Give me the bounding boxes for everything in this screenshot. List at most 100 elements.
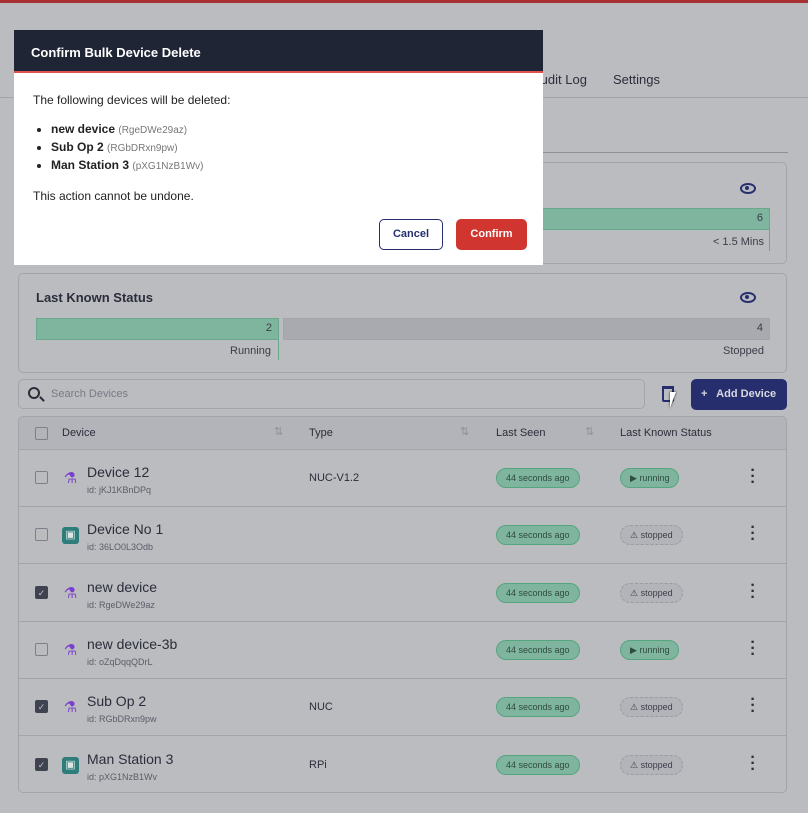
device-id: id: RgeDWe29az bbox=[87, 599, 155, 610]
kebab-menu-icon[interactable]: · · · bbox=[750, 633, 756, 663]
warning-icon: ⚠ bbox=[630, 530, 639, 541]
list-item: new device (RgeDWe29az) bbox=[51, 121, 524, 139]
row-checkbox[interactable] bbox=[35, 471, 48, 484]
warning-icon: ⚠ bbox=[630, 702, 639, 713]
row-checkbox[interactable] bbox=[35, 642, 48, 656]
divider bbox=[543, 152, 788, 153]
mouse-cursor-icon bbox=[670, 392, 676, 408]
sort-icon[interactable]: ⇅ bbox=[460, 426, 470, 438]
status-badge: ⚠ stopped bbox=[620, 582, 683, 603]
row-checkbox[interactable]: ✓ bbox=[35, 700, 48, 714]
stopped-bar: 4 bbox=[283, 318, 770, 340]
table-header: Device ⇅ Type ⇅ Last Seen ⇅ Last Known S… bbox=[19, 417, 786, 450]
flask-icon: ⚗ bbox=[63, 470, 78, 487]
last-seen-badge: 44 seconds ago bbox=[496, 525, 580, 546]
status-badge: ⚠ stopped bbox=[620, 697, 683, 718]
device-id: (RgeDWe29az) bbox=[118, 125, 188, 136]
warning-icon: ⚠ bbox=[630, 759, 639, 770]
device-id: (RGbDRxn9pw) bbox=[107, 143, 178, 154]
dialog-intro: The following devices will be deleted: bbox=[33, 93, 231, 107]
device-name[interactable]: Device No 1 bbox=[87, 521, 164, 538]
last-known-status-card: Last Known Status 2 Running 4 Stopped bbox=[18, 273, 787, 373]
device-name[interactable]: Sub Op 2 bbox=[87, 693, 147, 710]
table-row[interactable]: ✓ ⚗ Sub Op 2 id: RGbDRxn9pw NUC 44 secon… bbox=[19, 679, 786, 737]
status-text: stopped bbox=[640, 702, 673, 713]
kebab-menu-icon[interactable]: · · · bbox=[750, 462, 756, 491]
table-row[interactable]: ⚗ Device 12 id: jKJ1KBnDPq NUC-V1.2 44 s… bbox=[19, 450, 786, 507]
device-id: id: RGbDRxn9pw bbox=[87, 714, 157, 725]
search-placeholder: Search Devices bbox=[51, 388, 129, 400]
device-id: id: jKJ1KBnDPq bbox=[87, 485, 152, 495]
flask-icon: ⚗ bbox=[63, 641, 78, 659]
last-seen-badge: 44 seconds ago bbox=[496, 582, 580, 603]
row-checkbox[interactable] bbox=[35, 528, 48, 542]
kebab-menu-icon[interactable]: · · · bbox=[750, 576, 756, 606]
card-title: Last Known Status bbox=[36, 290, 154, 305]
status-badge: ⚠ stopped bbox=[620, 525, 683, 546]
status-badge: ▶ running bbox=[620, 639, 680, 660]
status-badge: ▶ running bbox=[620, 468, 680, 488]
flask-icon: ⚗ bbox=[63, 584, 78, 602]
dialog-warning: This action cannot be undone. bbox=[33, 189, 194, 203]
running-bar: 2 bbox=[36, 318, 279, 340]
dialog-title: Confirm Bulk Device Delete bbox=[14, 30, 543, 73]
device-id: id: 36LO0L3Odb bbox=[87, 542, 154, 553]
kebab-menu-icon[interactable]: · · · bbox=[750, 691, 756, 721]
warning-icon: ⚠ bbox=[630, 587, 639, 598]
cancel-button[interactable]: Cancel bbox=[379, 219, 443, 250]
status-text: running bbox=[639, 644, 670, 655]
last-seen-badge: 44 seconds ago bbox=[496, 468, 580, 488]
add-device-button[interactable]: + Add Device bbox=[691, 379, 787, 410]
device-name[interactable]: new device-3b bbox=[87, 635, 178, 652]
status-text: stopped bbox=[640, 587, 673, 598]
device-name: Sub Op 2 bbox=[51, 140, 104, 154]
tab-settings[interactable]: Settings bbox=[613, 72, 660, 87]
search-input[interactable]: Search Devices bbox=[18, 379, 645, 409]
kebab-menu-icon[interactable]: · · · bbox=[750, 519, 756, 549]
device-name: new device bbox=[51, 122, 116, 136]
table-row[interactable]: ✓ ▣ Man Station 3 id: pXG1NzB1Wv RPi 44 … bbox=[19, 737, 786, 793]
device-name[interactable]: new device bbox=[87, 578, 158, 595]
device-id: id: pXG1NzB1Wv bbox=[87, 771, 158, 782]
table-row[interactable]: ✓ ⚗ new device id: RgeDWe29az 44 seconds… bbox=[19, 565, 786, 622]
row-checkbox[interactable]: ✓ bbox=[35, 757, 48, 771]
status-badge: ⚠ stopped bbox=[620, 754, 683, 775]
bar-divider bbox=[769, 229, 770, 251]
select-all-checkbox[interactable] bbox=[35, 427, 48, 440]
top-bar bbox=[0, 0, 808, 3]
last-seen-label: < 1.5 Mins bbox=[712, 236, 764, 248]
chip-icon: ▣ bbox=[62, 527, 79, 545]
bar-divider bbox=[278, 340, 279, 360]
search-icon bbox=[28, 387, 40, 399]
status-text: stopped bbox=[640, 530, 673, 541]
devices-table: Device ⇅ Type ⇅ Last Seen ⇅ Last Known S… bbox=[18, 416, 787, 793]
list-item: Sub Op 2 (RGbDRxn9pw) bbox=[51, 139, 524, 157]
eye-icon[interactable] bbox=[740, 183, 756, 194]
stopped-label: Stopped bbox=[723, 345, 764, 357]
column-status: Last Known Status bbox=[620, 427, 712, 439]
device-type: NUC-V1.2 bbox=[309, 472, 360, 484]
status-text: stopped bbox=[640, 759, 673, 770]
device-name[interactable]: Device 12 bbox=[87, 464, 150, 480]
flask-icon: ⚗ bbox=[63, 699, 78, 717]
column-type[interactable]: Type bbox=[309, 427, 333, 439]
kebab-menu-icon[interactable]: · · · bbox=[750, 748, 756, 778]
column-device[interactable]: Device bbox=[62, 427, 96, 439]
confirm-delete-dialog: Confirm Bulk Device Delete The following… bbox=[14, 30, 543, 265]
play-circle-icon: ▶ bbox=[630, 644, 637, 655]
sort-icon[interactable]: ⇅ bbox=[274, 426, 284, 438]
device-name[interactable]: Man Station 3 bbox=[87, 750, 174, 767]
sort-icon[interactable]: ⇅ bbox=[585, 426, 595, 438]
last-seen-badge: 44 seconds ago bbox=[496, 639, 580, 660]
column-last-seen[interactable]: Last Seen bbox=[496, 427, 546, 439]
tab-audit-log[interactable]: Audit Log bbox=[532, 72, 587, 87]
list-item: Man Station 3 (pXG1NzB1Wv) bbox=[51, 157, 524, 175]
eye-icon[interactable] bbox=[740, 292, 756, 303]
table-row[interactable]: ▣ Device No 1 id: 36LO0L3Odb 44 seconds … bbox=[19, 507, 786, 565]
row-checkbox[interactable]: ✓ bbox=[35, 585, 48, 599]
chip-icon: ▣ bbox=[62, 756, 79, 774]
device-list: new device (RgeDWe29az) Sub Op 2 (RGbDRx… bbox=[51, 121, 524, 175]
confirm-button[interactable]: Confirm bbox=[456, 219, 527, 250]
status-text: running bbox=[639, 473, 670, 483]
table-row[interactable]: ⚗ new device-3b id: oZqDqqQDrL 44 second… bbox=[19, 622, 786, 679]
